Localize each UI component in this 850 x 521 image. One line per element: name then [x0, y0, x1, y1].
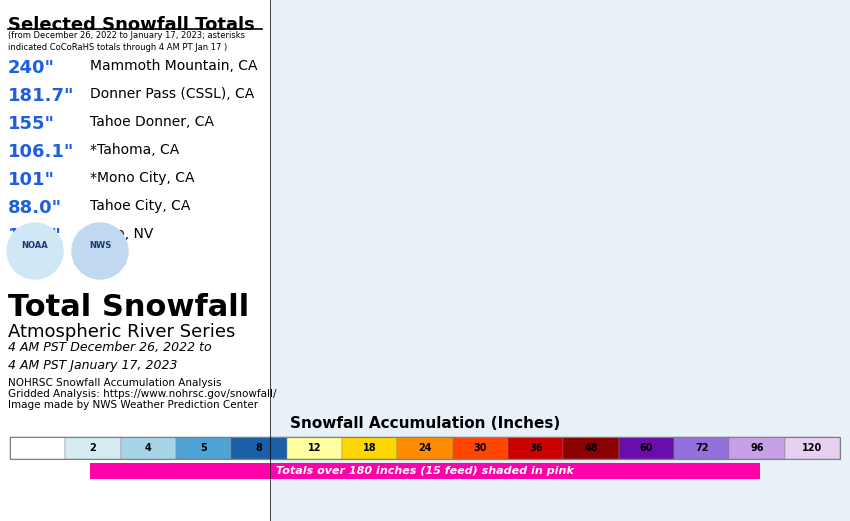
Text: Atmospheric River Series: Atmospheric River Series [8, 323, 235, 341]
Text: Tahoe City, CA: Tahoe City, CA [90, 199, 190, 213]
Text: 96: 96 [751, 443, 764, 453]
Text: 48: 48 [584, 443, 598, 453]
Text: Totals over 180 inches (15 feed) shaded in pink: Totals over 180 inches (15 feed) shaded … [276, 466, 574, 476]
Text: 155": 155" [8, 115, 55, 133]
Text: Snowfall Accumulation (Inches): Snowfall Accumulation (Inches) [290, 416, 560, 431]
Text: 12: 12 [308, 443, 321, 453]
Circle shape [72, 223, 128, 279]
Text: 18: 18 [363, 443, 377, 453]
Bar [270, 0, 850, 521]
Text: 5: 5 [201, 443, 207, 453]
Text: Total Snowfall: Total Snowfall [8, 293, 249, 322]
Bar [121, 437, 176, 459]
Text: 4 AM PST December 26, 2022 to
4 AM PST January 17, 2023: 4 AM PST December 26, 2022 to 4 AM PST J… [8, 341, 212, 372]
Text: 36: 36 [529, 443, 542, 453]
Bar [564, 437, 619, 459]
Bar [10, 437, 65, 459]
Text: (from December 26, 2022 to January 17, 2023; asterisks
indicated CoCoRaHS totals: (from December 26, 2022 to January 17, 2… [8, 31, 245, 52]
Text: 30: 30 [473, 443, 487, 453]
Text: Tahoe Donner, CA: Tahoe Donner, CA [90, 115, 214, 129]
Text: 120: 120 [802, 443, 823, 453]
Bar [453, 437, 508, 459]
FancyBboxPatch shape [0, 0, 270, 521]
Text: Gridded Analysis: https://www.nohrsc.gov/snowfall/: Gridded Analysis: https://www.nohrsc.gov… [8, 389, 276, 399]
Bar [785, 437, 840, 459]
Text: Selected Snowfall Totals: Selected Snowfall Totals [8, 16, 255, 34]
Bar [176, 437, 231, 459]
Bar [65, 437, 121, 459]
Text: NWS: NWS [89, 242, 111, 251]
Text: Reno, NV: Reno, NV [90, 227, 153, 241]
Text: 4: 4 [145, 443, 151, 453]
Text: NOAA: NOAA [21, 242, 48, 251]
Text: 101": 101" [8, 171, 55, 189]
Bar [619, 437, 674, 459]
Bar [397, 437, 453, 459]
Bar [10, 437, 840, 459]
Text: Image made by NWS Weather Prediction Center: Image made by NWS Weather Prediction Cen… [8, 400, 258, 410]
Text: 24: 24 [418, 443, 432, 453]
Bar [508, 437, 564, 459]
Text: 106.1": 106.1" [8, 143, 75, 161]
Bar [674, 437, 729, 459]
Bar [231, 437, 286, 459]
FancyBboxPatch shape [90, 463, 760, 479]
Circle shape [7, 223, 63, 279]
Bar [729, 437, 785, 459]
Text: 60: 60 [639, 443, 653, 453]
Text: *Tahoma, CA: *Tahoma, CA [90, 143, 179, 157]
Text: 16.7": 16.7" [8, 227, 62, 245]
Text: 240": 240" [8, 59, 55, 77]
Text: *Mono City, CA: *Mono City, CA [90, 171, 195, 185]
Bar [286, 437, 342, 459]
Text: 181.7": 181.7" [8, 87, 75, 105]
Text: 72: 72 [695, 443, 708, 453]
Text: Mammoth Mountain, CA: Mammoth Mountain, CA [90, 59, 258, 73]
Text: 8: 8 [256, 443, 263, 453]
Text: 88.0": 88.0" [8, 199, 62, 217]
Text: Donner Pass (CSSL), CA: Donner Pass (CSSL), CA [90, 87, 254, 101]
Bar [342, 437, 397, 459]
Text: NOHRSC Snowfall Accumulation Analysis: NOHRSC Snowfall Accumulation Analysis [8, 378, 222, 388]
Text: 2: 2 [89, 443, 96, 453]
